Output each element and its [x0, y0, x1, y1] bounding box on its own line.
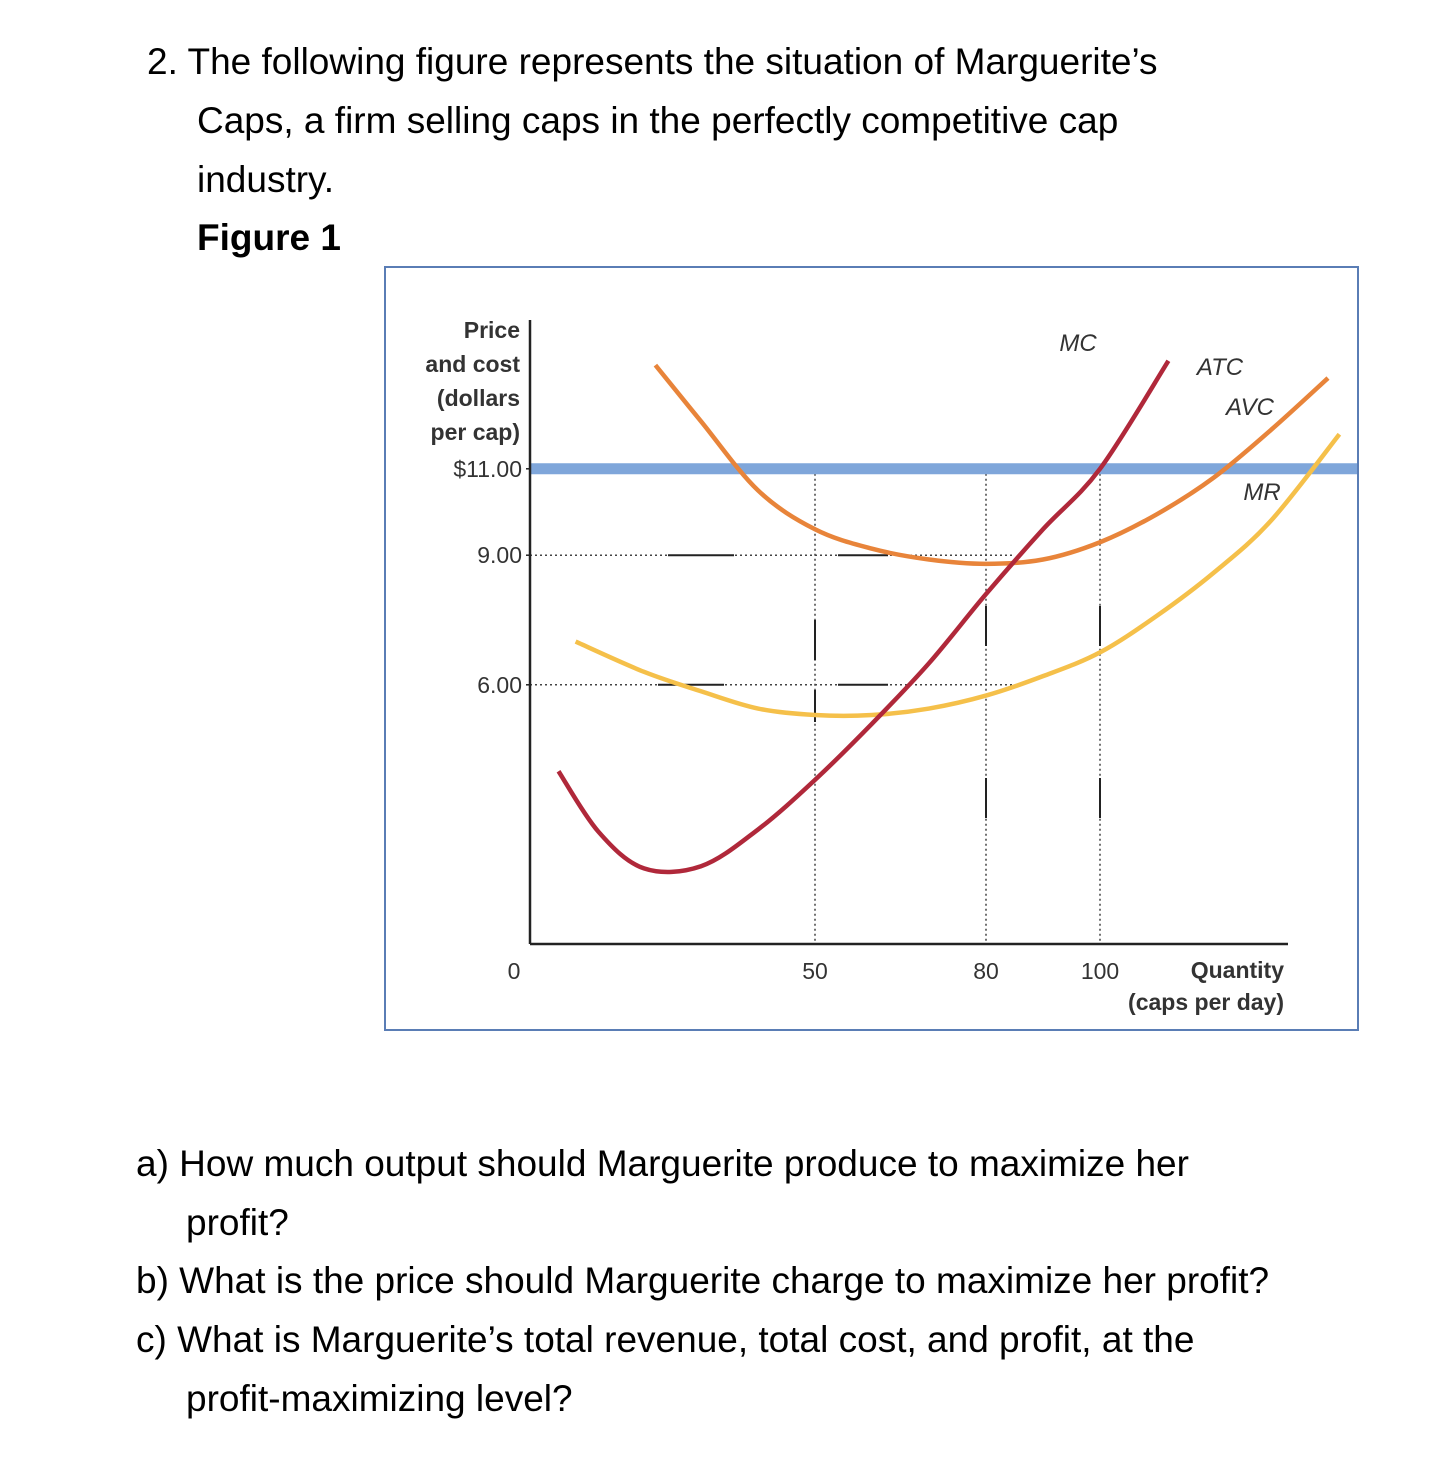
y-tick-label-6: 6.00: [477, 672, 522, 698]
question-b-line-1: b) What is the price should Marguerite c…: [136, 1260, 1270, 1301]
question-intro-line-1: 2. The following figure represents the s…: [147, 41, 1158, 82]
figure-frame: Price and cost (dollars per cap) $11.00 9.00 6…: [384, 266, 1359, 1031]
question-a-line-1: a) How much output should Marguerite pro…: [136, 1143, 1189, 1184]
series-label-avc: AVC: [1224, 394, 1275, 421]
cost-curves-chart: Price and cost (dollars per cap) $11.00 9.00 6…: [425, 317, 1357, 1015]
series-label-mc: MC: [1059, 330, 1097, 357]
series-label-atc: ATC: [1195, 354, 1244, 381]
y-tick-label-11: $11.00: [453, 456, 522, 482]
y-tick-label-9: 9.00: [477, 542, 522, 568]
question-intro-line-2: Caps, a firm selling caps in the perfect…: [197, 100, 1119, 141]
x-axis-label-line-1: Quantity: [1191, 957, 1284, 983]
y-axis-label-line-2: and cost: [425, 351, 520, 377]
x-tick-label-100: 100: [1081, 958, 1119, 984]
x-tick-label-50: 50: [802, 958, 828, 984]
question-c-line-2: profit-maximizing level?: [186, 1378, 573, 1419]
series-label-mr: MR: [1243, 479, 1280, 506]
series-mc-curve: [556, 359, 1171, 875]
x-tick-label-80: 80: [973, 958, 999, 984]
origin-label: 0: [508, 958, 521, 984]
question-a-line-2: profit?: [186, 1202, 289, 1243]
y-axis-label-line-3: (dollars: [437, 385, 520, 411]
y-axis-label-line-4: per cap): [431, 419, 520, 445]
series-avc-curve: [574, 432, 1342, 719]
y-axis-label-line-1: Price: [464, 317, 520, 343]
x-axis-label-line-2: (caps per day): [1128, 989, 1284, 1015]
series-atc-curve: [653, 363, 1330, 567]
question-intro-line-3: industry.: [197, 159, 335, 200]
question-c-line-1: c) What is Marguerite’s total revenue, t…: [136, 1319, 1195, 1360]
figure-label: Figure 1: [197, 217, 341, 258]
